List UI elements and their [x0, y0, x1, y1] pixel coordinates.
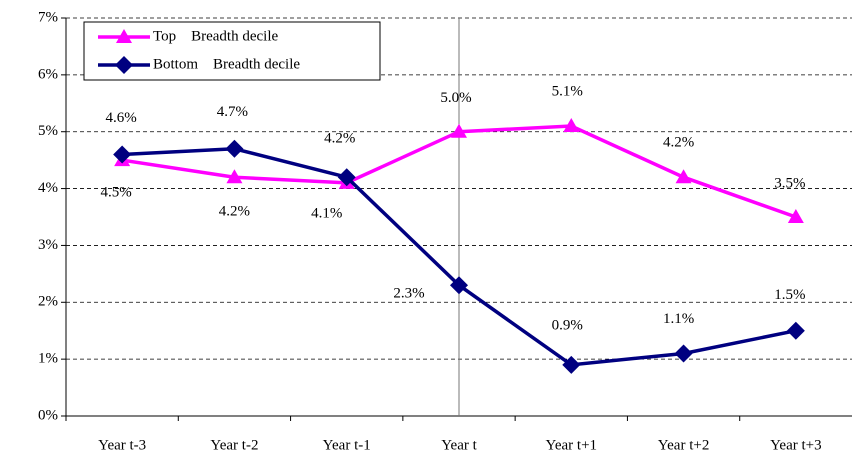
marker: [115, 56, 133, 74]
x-tick-label: Year t+3: [770, 437, 822, 453]
marker: [786, 321, 805, 340]
x-tick-label: Year t-1: [323, 437, 371, 453]
marker: [563, 118, 580, 133]
y-tick-label: 7%: [38, 9, 58, 25]
y-tick-label: 5%: [38, 123, 58, 139]
marker: [787, 209, 804, 223]
y-tick-label: 2%: [38, 294, 58, 310]
x-tick-label: Year t-2: [210, 437, 258, 453]
y-tick-label: 0%: [38, 407, 58, 423]
legend-box: [83, 21, 381, 81]
marker: [675, 169, 692, 184]
data-label: 4.6%: [106, 110, 137, 126]
data-label: 0.9%: [552, 317, 583, 333]
data-label: 4.7%: [217, 104, 248, 120]
legend-label: Bottom Breadth decile: [153, 56, 300, 72]
data-label: 4.2%: [219, 204, 250, 220]
data-label: 2.3%: [393, 286, 424, 302]
y-tick-label: 4%: [38, 180, 58, 196]
marker: [674, 344, 693, 363]
y-tick-label: 1%: [38, 351, 58, 367]
marker: [450, 276, 468, 295]
data-label: 4.1%: [311, 205, 342, 221]
marker: [113, 145, 132, 164]
marker: [116, 29, 132, 43]
marker: [562, 355, 581, 374]
legend-label: Top Breadth decile: [153, 28, 278, 44]
data-label: 5.0%: [440, 90, 471, 106]
y-tick-label: 3%: [38, 237, 58, 253]
data-label: 1.1%: [663, 311, 694, 327]
x-tick-label: Year t-3: [98, 437, 146, 453]
x-tick-label: Year t+1: [546, 437, 598, 453]
data-label: 4.2%: [663, 135, 694, 151]
data-label: 3.5%: [774, 175, 805, 191]
data-label: 4.2%: [324, 131, 355, 147]
y-tick-label: 6%: [38, 66, 58, 82]
x-tick-label: Year t+2: [658, 437, 710, 453]
data-label: 1.5%: [774, 287, 805, 303]
x-tick-label: Year t: [441, 437, 477, 453]
data-label: 5.1%: [552, 83, 583, 99]
marker: [225, 139, 244, 158]
marker: [226, 169, 243, 184]
data-label: 4.5%: [101, 185, 132, 201]
marker: [451, 123, 467, 138]
marker: [337, 168, 356, 187]
